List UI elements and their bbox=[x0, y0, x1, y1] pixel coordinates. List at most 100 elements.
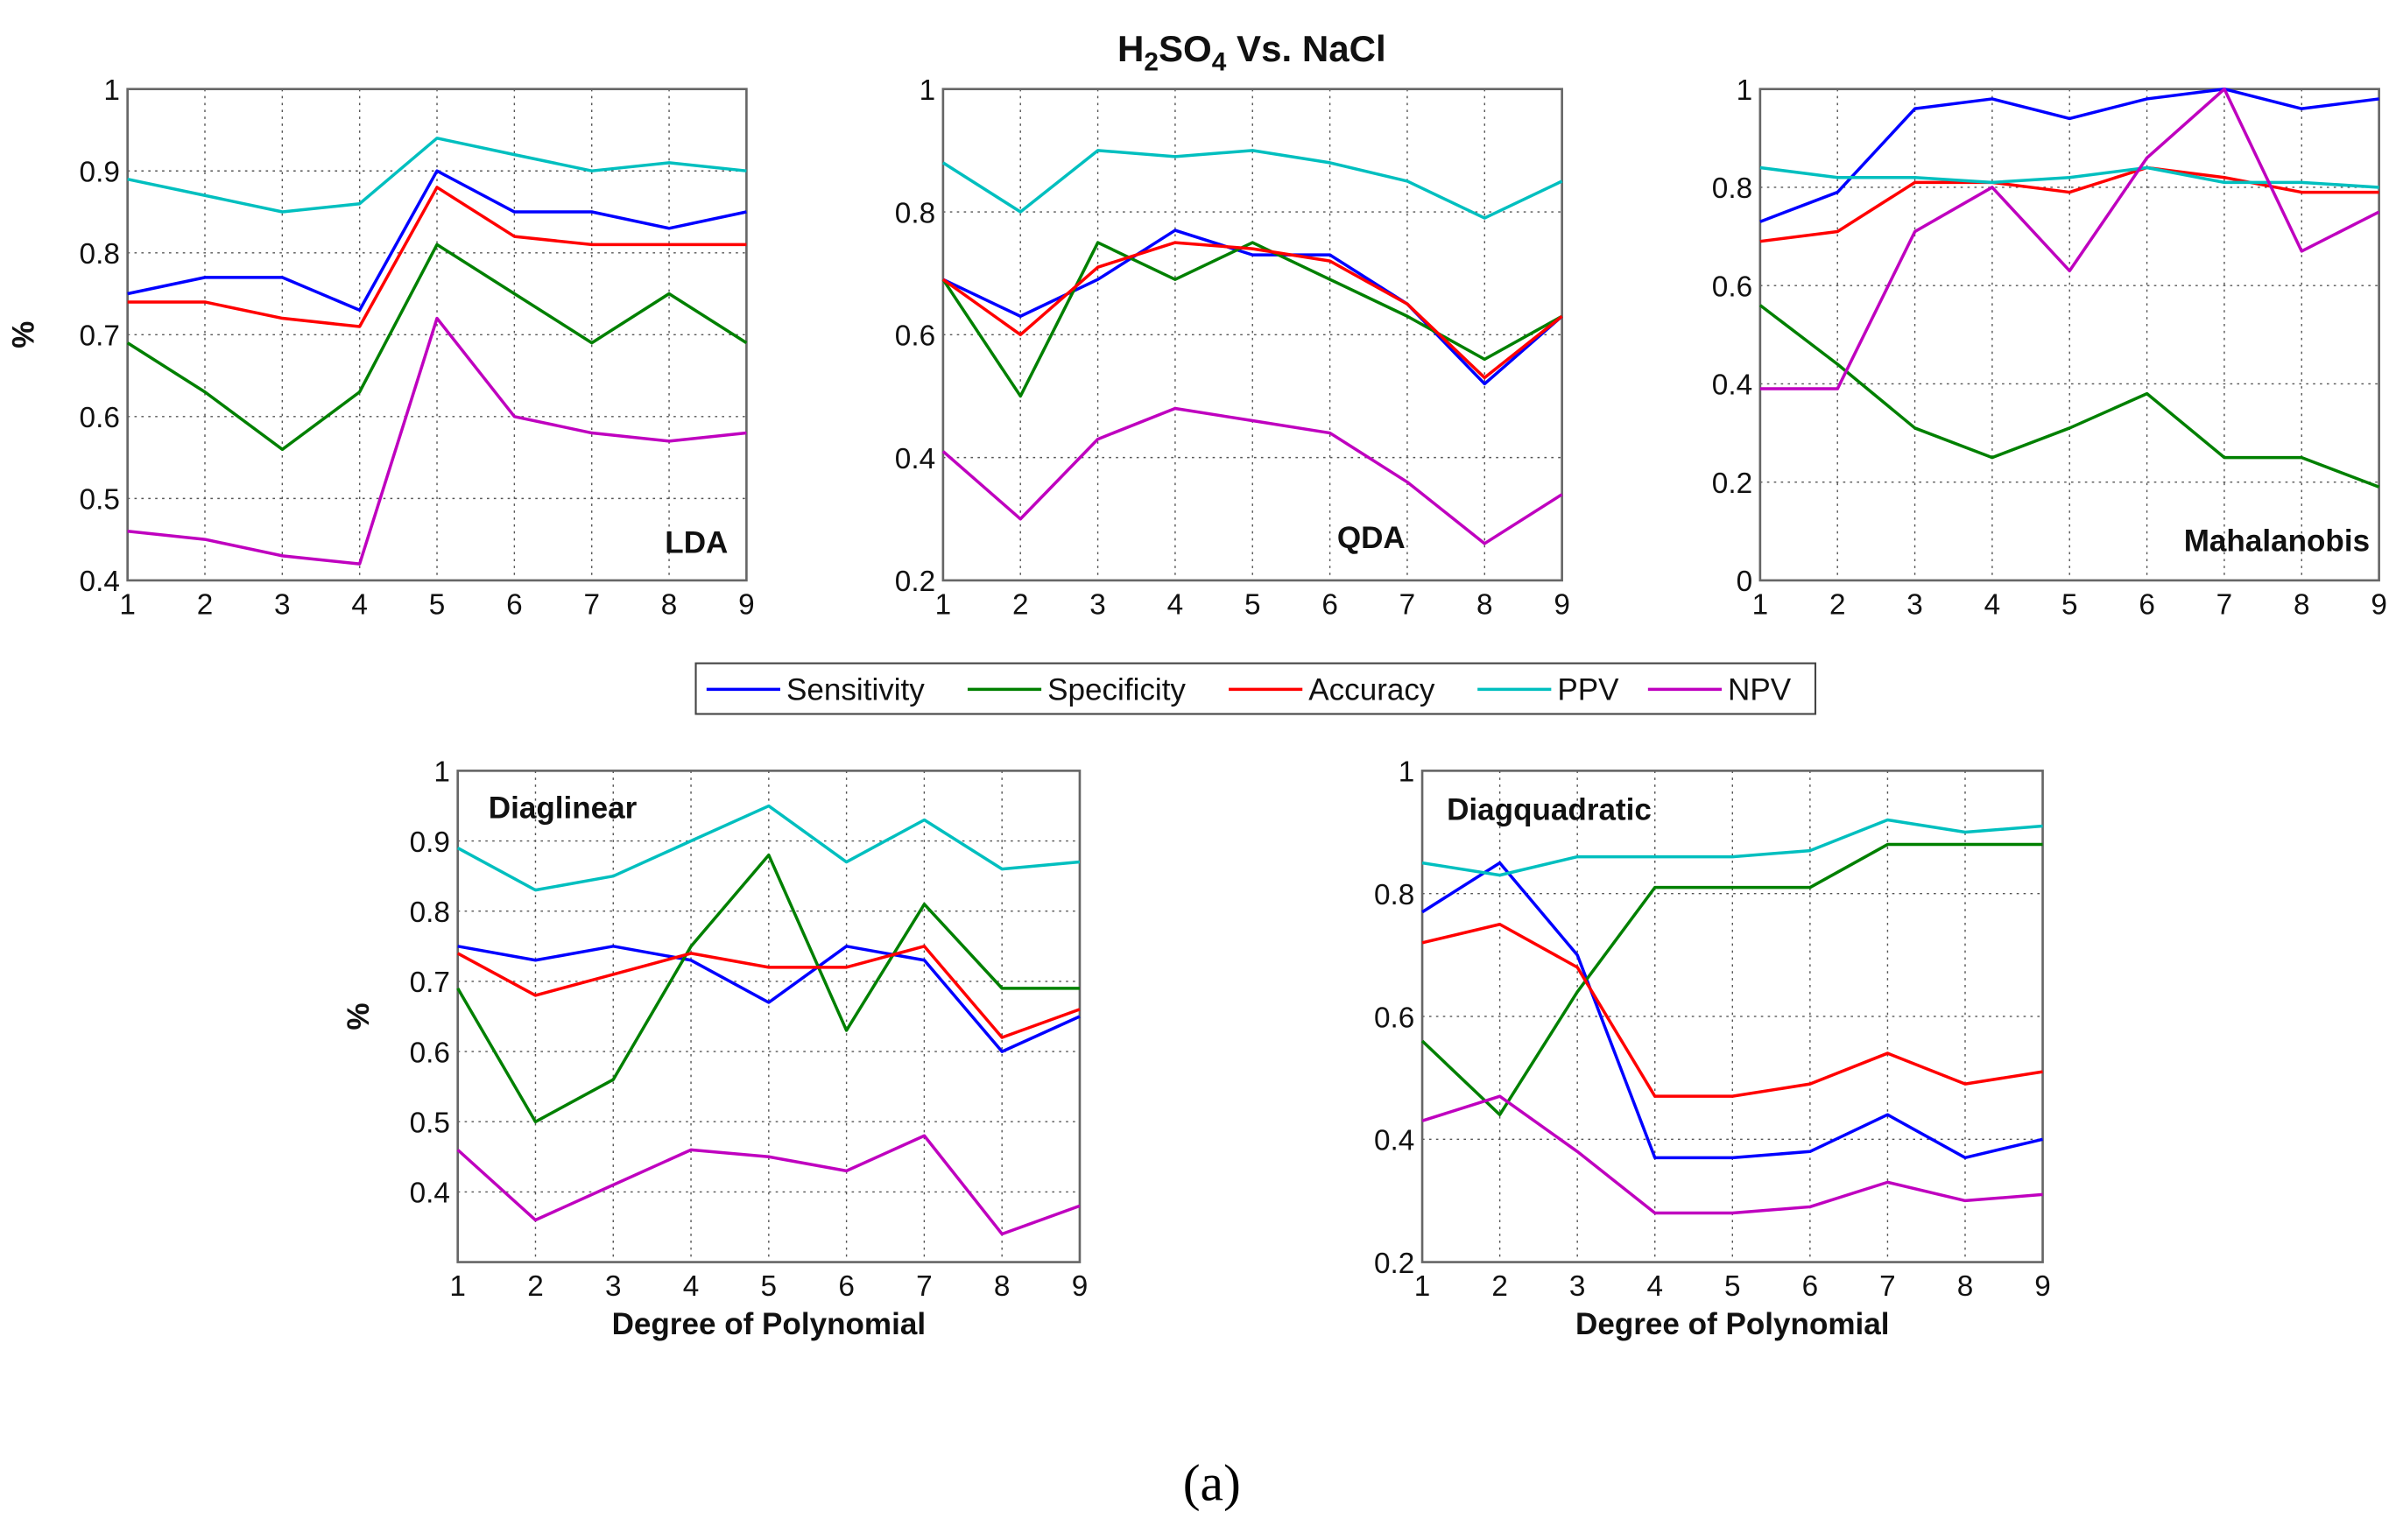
panel-lda: 1 2 3 4 5 6 7 8 9 0.4 0.5 0.6 0.7 0.8 0.9 1 LDA% bbox=[7, 74, 755, 622]
x-tick-label: 7 bbox=[583, 588, 600, 621]
y-tick-label: 0 bbox=[1737, 566, 1753, 598]
legend: Sensitivity Specificity Accuracy PPV NPV bbox=[694, 662, 1817, 715]
series-line-specificity bbox=[456, 853, 1080, 1124]
panel-label: Diaglinear bbox=[489, 791, 638, 826]
series-line-sensitivity bbox=[1421, 861, 2043, 1160]
x-tick-label: 1 bbox=[449, 1270, 466, 1303]
series-line-sensitivity bbox=[457, 945, 1081, 1053]
y-tick-label: 1 bbox=[103, 74, 120, 107]
caption: (a) bbox=[1183, 1453, 1241, 1511]
x-tick-label: 5 bbox=[1244, 588, 1261, 621]
x-tick-label: 6 bbox=[2139, 588, 2155, 621]
y-tick-label: 0.8 bbox=[895, 197, 935, 229]
series-line-specificity bbox=[1420, 842, 2043, 1116]
y-tick-label: 0.5 bbox=[80, 484, 120, 517]
x-tick-label: 7 bbox=[1879, 1270, 1896, 1303]
legend-item-npv: NPV bbox=[1647, 673, 1792, 707]
legend-item-sensitivity: Sensitivity bbox=[706, 673, 925, 707]
series-line-ppv bbox=[456, 804, 1081, 892]
x-tick-label: 8 bbox=[2294, 588, 2310, 621]
x-axis-label: Degree of Polynomial bbox=[612, 1307, 927, 1341]
x-tick-label: 6 bbox=[838, 1270, 855, 1303]
x-tick-label: 5 bbox=[1724, 1270, 1741, 1303]
x-tick-label: 1 bbox=[119, 588, 136, 621]
series-line-accuracy bbox=[127, 186, 747, 328]
legend-label: Sensitivity bbox=[786, 673, 925, 707]
y-tick-label: 1 bbox=[920, 74, 936, 107]
x-tick-label: 9 bbox=[2034, 1270, 2051, 1303]
series-line-npv bbox=[941, 406, 1563, 545]
plot-frame bbox=[1420, 770, 2044, 1263]
x-tick-label: 4 bbox=[1646, 1270, 1663, 1303]
y-tick-label: 0.9 bbox=[410, 826, 450, 859]
x-tick-label: 3 bbox=[605, 1270, 622, 1303]
panel-label: QDA bbox=[1337, 521, 1406, 555]
x-tick-label: 7 bbox=[2216, 588, 2233, 621]
x-tick-label: 8 bbox=[1957, 1270, 1974, 1303]
y-tick-label: 0.8 bbox=[80, 238, 120, 271]
y-tick-label: 0.4 bbox=[895, 443, 935, 475]
y-tick-label: 0.4 bbox=[1374, 1125, 1414, 1157]
legend-label: NPV bbox=[1728, 673, 1792, 707]
plot-area bbox=[1759, 88, 2379, 580]
series-line-npv bbox=[456, 1134, 1081, 1236]
x-tick-label: 8 bbox=[994, 1270, 1011, 1303]
y-tick-label: 1 bbox=[1399, 756, 1415, 789]
y-tick-label: 0.7 bbox=[410, 967, 450, 999]
y-tick-label: 0.4 bbox=[1712, 369, 1752, 402]
y-axis-label: % bbox=[342, 1002, 376, 1030]
legend-label: Accuracy bbox=[1308, 673, 1435, 707]
series-line-sensitivity bbox=[127, 169, 747, 313]
y-tick-label: 0.4 bbox=[410, 1178, 450, 1210]
panel-label: Mahalanobis bbox=[2184, 524, 2370, 559]
series-line-specificity bbox=[941, 241, 1563, 398]
legend-item-specificity: Specificity bbox=[967, 673, 1186, 707]
series-line-ppv bbox=[1759, 165, 2379, 189]
panel-label: Diagquadratic bbox=[1447, 792, 1652, 826]
x-tick-label: 5 bbox=[761, 1270, 778, 1303]
plot-frame bbox=[1758, 88, 2380, 582]
x-tick-label: 3 bbox=[274, 588, 291, 621]
x-tick-label: 4 bbox=[351, 588, 368, 621]
x-tick-label: 6 bbox=[506, 588, 523, 621]
y-tick-label: 0.6 bbox=[1712, 271, 1752, 303]
x-tick-label: 5 bbox=[429, 588, 446, 621]
y-tick-label: 0.5 bbox=[410, 1108, 450, 1140]
x-tick-label: 9 bbox=[1554, 588, 1570, 621]
x-tick-label: 2 bbox=[197, 588, 214, 621]
x-tick-label: 9 bbox=[738, 588, 755, 621]
x-tick-label: 6 bbox=[1802, 1270, 1819, 1303]
y-tick-label: 0.8 bbox=[1712, 172, 1752, 205]
series-line-npv bbox=[1759, 87, 2380, 390]
y-tick-label: 0.6 bbox=[1374, 1002, 1414, 1034]
legend-label: PPV bbox=[1557, 673, 1619, 707]
legend-label: Specificity bbox=[1047, 673, 1186, 707]
y-tick-label: 1 bbox=[433, 756, 450, 789]
y-tick-label: 0.2 bbox=[895, 566, 935, 598]
panel-label: LDA bbox=[665, 525, 728, 559]
legend-item-accuracy: Accuracy bbox=[1229, 673, 1435, 707]
series-line-accuracy bbox=[941, 241, 1563, 380]
x-tick-label: 9 bbox=[1072, 1270, 1089, 1303]
panel-diaglinear: 1 2 3 4 5 6 7 8 9 0.4 0.5 0.6 0.7 0.8 0.9 1 Diaglinear% D… bbox=[342, 756, 1088, 1341]
series-line-accuracy bbox=[1421, 922, 2043, 1098]
series-line-specificity bbox=[126, 243, 748, 452]
series-line-specificity bbox=[1758, 304, 2380, 489]
x-tick-label: 3 bbox=[1089, 588, 1106, 621]
x-tick-label: 4 bbox=[1984, 588, 2001, 621]
x-axis-label: Degree of Polynomial bbox=[1575, 1307, 1890, 1341]
y-tick-label: 1 bbox=[1737, 74, 1753, 107]
plot-frame bbox=[126, 88, 748, 582]
y-tick-label: 0.8 bbox=[1374, 879, 1414, 911]
panel-qda: 1 2 3 4 5 6 7 8 9 0.2 0.4 0.6 0.8 1 QDA bbox=[895, 74, 1570, 622]
y-tick-label: 0.7 bbox=[80, 320, 120, 353]
x-tick-label: 8 bbox=[1476, 588, 1493, 621]
x-tick-label: 3 bbox=[1569, 1270, 1586, 1303]
y-tick-label: 0.6 bbox=[410, 1037, 450, 1069]
x-tick-label: 4 bbox=[1167, 588, 1184, 621]
x-tick-label: 2 bbox=[527, 1270, 544, 1303]
series-line-accuracy bbox=[1759, 165, 2379, 243]
y-tick-label: 0.2 bbox=[1712, 468, 1752, 500]
x-tick-label: 3 bbox=[1906, 588, 1923, 621]
